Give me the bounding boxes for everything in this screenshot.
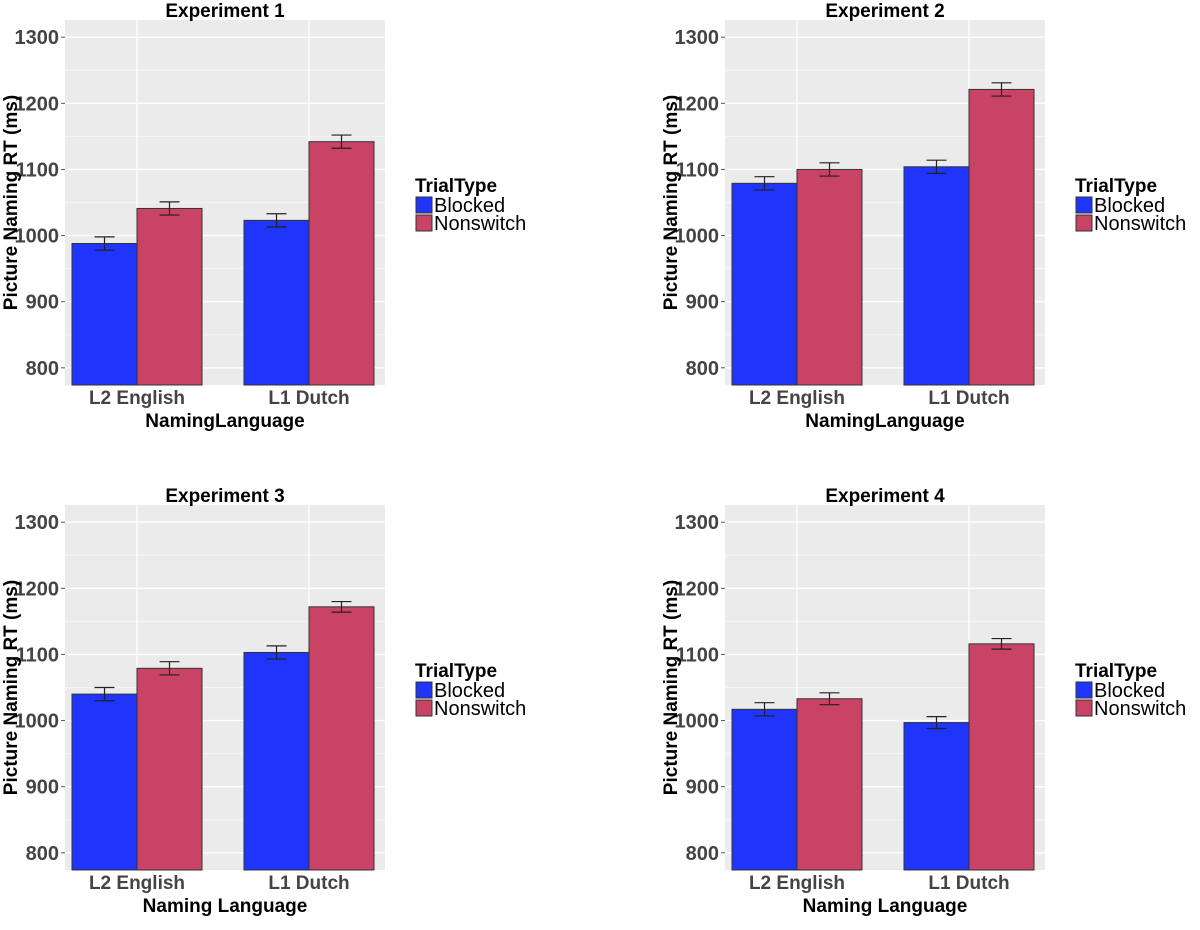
chart-svg: 800 900 1000 1100 1200 1300 L2 English L1 Dutch…: [661, 1, 1186, 432]
x-tick-label: L1 Dutch: [268, 873, 349, 894]
bar-blocked-1: [903, 722, 970, 871]
y-tick-label: 900: [26, 292, 59, 314]
bar-nonswitch-0: [796, 168, 863, 386]
bar-blocked-1: [903, 166, 970, 386]
bar-nonswitch-0: [136, 207, 203, 386]
chart-experiment-3: 800 900 1000 1100 1200 1300 L2 English L1 Dutch…: [0, 485, 560, 925]
y-tick-label: 1300: [15, 27, 60, 49]
chart-title: Experiment 2: [825, 1, 944, 22]
legend-title: TrialType: [415, 661, 497, 682]
legend-label: Nonswitch: [434, 213, 526, 235]
y-tick-label: 1200: [15, 578, 60, 600]
legend-swatch: [415, 214, 433, 232]
bar-blocked-0: [71, 242, 138, 386]
y-axis-title: Picture Naming RT (ms): [1, 580, 22, 795]
y-tick-label: 1000: [675, 226, 720, 248]
y-tick-label: 1000: [15, 711, 60, 733]
legend-title: TrialType: [1075, 661, 1157, 682]
bar-blocked-0: [71, 693, 138, 871]
y-tick-label: 1200: [675, 93, 720, 115]
bar-nonswitch-1: [968, 88, 1035, 386]
legend-swatch: [1075, 196, 1093, 214]
x-tick-label: L2 English: [89, 388, 185, 409]
y-tick-label: 1200: [675, 578, 720, 600]
chart-svg: 800 900 1000 1100 1200 1300 L2 English L1 Dutch…: [1, 486, 526, 917]
y-tick-label: 1100: [676, 644, 719, 666]
legend-title: TrialType: [1075, 176, 1157, 197]
y-axis-title: Picture Naming RT (ms): [1, 95, 22, 310]
legend-label: Blocked: [434, 195, 505, 217]
x-axis-title: Naming Language: [143, 896, 308, 917]
chart-experiment-4: 800 900 1000 1100 1200 1300 L2 English L1 Dutch…: [660, 485, 1200, 925]
legend-label: Blocked: [434, 680, 505, 702]
y-tick-label: 900: [26, 777, 59, 799]
bar-blocked-0: [731, 182, 798, 386]
chart-title: Experiment 1: [165, 1, 285, 22]
legend-swatch: [415, 681, 433, 699]
x-tick-label: L1 Dutch: [928, 388, 1009, 409]
y-tick-label: 1300: [675, 512, 720, 534]
y-tick-label: 800: [686, 843, 719, 865]
bar-nonswitch-0: [136, 667, 203, 871]
y-tick-label: 1100: [676, 159, 719, 181]
y-tick-label: 1300: [15, 512, 60, 534]
y-axis-title: Picture Naming RT (ms): [661, 95, 682, 310]
y-tick-label: 900: [686, 292, 719, 314]
legend-swatch: [1075, 681, 1093, 699]
bar-blocked-0: [731, 708, 798, 871]
legend-swatch: [415, 699, 433, 717]
y-tick-label: 1000: [675, 711, 720, 733]
legend-swatch: [1075, 699, 1093, 717]
y-tick-label: 1300: [675, 27, 720, 49]
x-axis-title: NamingLanguage: [805, 411, 964, 432]
x-tick-label: L2 English: [89, 873, 185, 894]
bar-nonswitch-1: [968, 643, 1035, 871]
y-tick-label: 1100: [16, 644, 59, 666]
bar-blocked-1: [243, 219, 310, 386]
y-tick-label: 800: [26, 358, 59, 380]
chart-title: Experiment 4: [825, 486, 945, 507]
y-tick-label: 900: [686, 777, 719, 799]
bar-nonswitch-1: [308, 606, 375, 871]
legend-label: Blocked: [1094, 680, 1165, 702]
y-tick-label: 800: [26, 843, 59, 865]
legend-label: Nonswitch: [434, 698, 526, 720]
bar-blocked-1: [243, 651, 310, 871]
chart-title: Experiment 3: [165, 486, 284, 507]
x-axis-title: Naming Language: [803, 896, 968, 917]
chart-svg: 800 900 1000 1100 1200 1300 L2 English L1 Dutch…: [1, 1, 526, 432]
x-tick-label: L2 English: [749, 873, 845, 894]
chart-experiment-2: 800 900 1000 1100 1200 1300 L2 English L1 Dutch…: [660, 0, 1200, 440]
legend-title: TrialType: [415, 176, 497, 197]
x-tick-label: L1 Dutch: [268, 388, 349, 409]
y-tick-label: 1200: [15, 93, 60, 115]
chart-experiment-1: 800 900 1000 1100 1200 1300 L2 English L1 Dutch…: [0, 0, 560, 440]
legend-swatch: [1075, 214, 1093, 232]
y-tick-label: 1100: [16, 159, 59, 181]
x-axis-title: NamingLanguage: [145, 411, 304, 432]
x-tick-label: L1 Dutch: [928, 873, 1009, 894]
bar-nonswitch-0: [796, 698, 863, 871]
y-tick-label: 800: [686, 358, 719, 380]
y-axis-title: Picture Naming RT (ms): [661, 580, 682, 795]
legend-swatch: [415, 196, 433, 214]
legend-label: Blocked: [1094, 195, 1165, 217]
y-tick-label: 1000: [15, 226, 60, 248]
bar-nonswitch-1: [308, 141, 375, 386]
legend-label: Nonswitch: [1094, 213, 1186, 235]
chart-svg: 800 900 1000 1100 1200 1300 L2 English L1 Dutch…: [661, 486, 1186, 917]
legend-label: Nonswitch: [1094, 698, 1186, 720]
x-tick-label: L2 English: [749, 388, 845, 409]
